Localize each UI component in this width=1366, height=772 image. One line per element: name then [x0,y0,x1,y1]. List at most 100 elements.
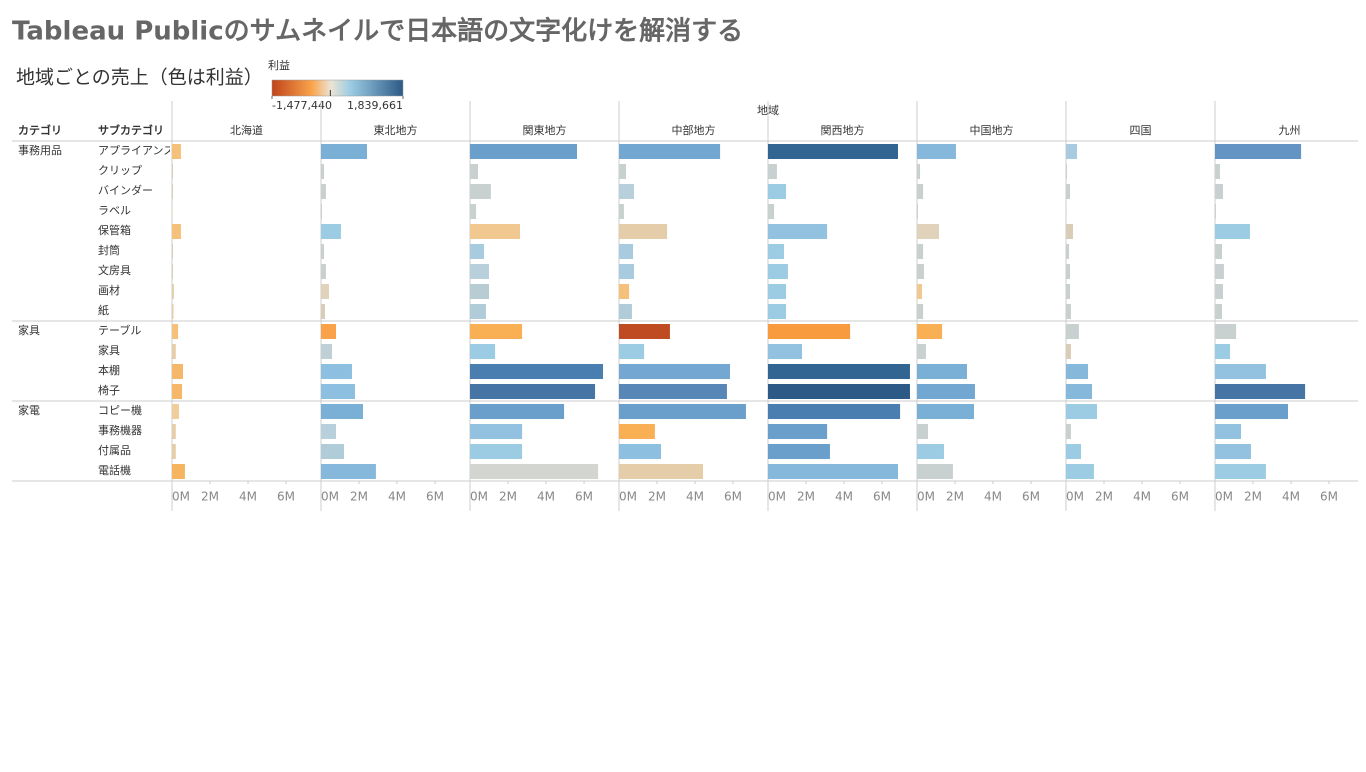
bar [470,244,485,259]
bar [917,304,924,319]
bar [1066,364,1089,379]
x-tick-label: 4M [1282,490,1300,504]
bar [1215,344,1231,359]
bar [470,464,599,479]
bar [917,164,921,179]
bar [917,424,929,439]
bar [1215,444,1251,459]
bar [1066,204,1067,219]
region-label: 九州 [1279,124,1301,137]
bar [768,384,910,399]
bar [321,364,352,379]
bar [619,264,635,279]
bar [768,464,898,479]
bar [1066,244,1070,259]
subcategory-label: 家具 [98,343,120,357]
bar [1215,404,1288,419]
bar [917,404,975,419]
x-tick-label: 4M [239,490,257,504]
region-label: 関東地方 [523,123,567,137]
x-tick-label: 6M [724,490,742,504]
x-tick-label: 6M [1022,490,1040,504]
x-tick-label: 2M [648,490,666,504]
bar [321,244,325,259]
region-label: 関西地方 [821,123,865,137]
bar [619,244,634,259]
category-label: 事務用品 [18,143,62,157]
region-label: 中部地方 [672,123,716,137]
bar [768,324,851,339]
x-tick-label: 2M [201,490,219,504]
bar [619,184,635,199]
bar [172,424,176,439]
bar [1215,304,1223,319]
bar [917,384,975,399]
bar [768,144,898,159]
bar [619,444,662,459]
bar [172,364,184,379]
bar [172,344,176,359]
subcategory-label: 付属品 [98,444,131,457]
subcategory-label: テーブル [98,323,141,337]
bar [1215,464,1266,479]
x-tick-label: 6M [1171,490,1189,504]
bar [768,444,830,459]
bar [172,244,173,259]
bar [768,304,787,319]
bar [470,304,486,319]
x-tick-label: 6M [1320,490,1338,504]
chart-title: Tableau Publicのサムネイルで日本語の文字化けを解消する [12,16,743,47]
bar [768,284,787,299]
bar [1066,184,1070,199]
bar [321,144,367,159]
bar [768,424,828,439]
bar [917,204,918,219]
bar [917,364,967,379]
bar [1215,324,1237,339]
bar [1066,144,1078,159]
bar [619,224,668,239]
subcategory-label: 事務機器 [98,423,142,437]
bar [1066,324,1079,339]
bar [172,384,183,399]
row-header: サブカテゴリ [98,123,164,137]
bar [470,224,520,239]
x-tick-label: 2M [499,490,517,504]
bar [1066,264,1070,279]
row-header: カテゴリ [18,123,62,137]
bar [1215,264,1224,279]
bar [619,164,627,179]
bar [917,344,926,359]
x-tick-label: 4M [1133,490,1151,504]
bar [1066,444,1082,459]
bar [470,144,577,159]
bar [1215,164,1220,179]
bar [1215,424,1242,439]
bar [172,304,174,319]
bar [321,304,325,319]
bar [1215,144,1302,159]
x-tick-label: 2M [350,490,368,504]
x-tick-label: 2M [1095,490,1113,504]
bar [768,244,784,259]
bar [768,204,775,219]
bar [917,144,956,159]
x-tick-label: 0M [470,490,488,504]
bar [1066,464,1094,479]
bar [470,284,490,299]
x-tick-label: 6M [426,490,444,504]
bar [321,164,325,179]
category-label: 家具 [18,323,40,337]
bar [619,284,630,299]
subcategory-label: アプライアンス [98,144,174,157]
x-tick-label: 0M [619,490,637,504]
x-tick-label: 0M [321,490,339,504]
bar [470,404,565,419]
subcategory-label: 封筒 [98,243,120,257]
category-label: 家電 [18,403,40,417]
bar [321,444,344,459]
bar [172,464,185,479]
x-tick-label: 2M [797,490,815,504]
bar [321,284,329,299]
